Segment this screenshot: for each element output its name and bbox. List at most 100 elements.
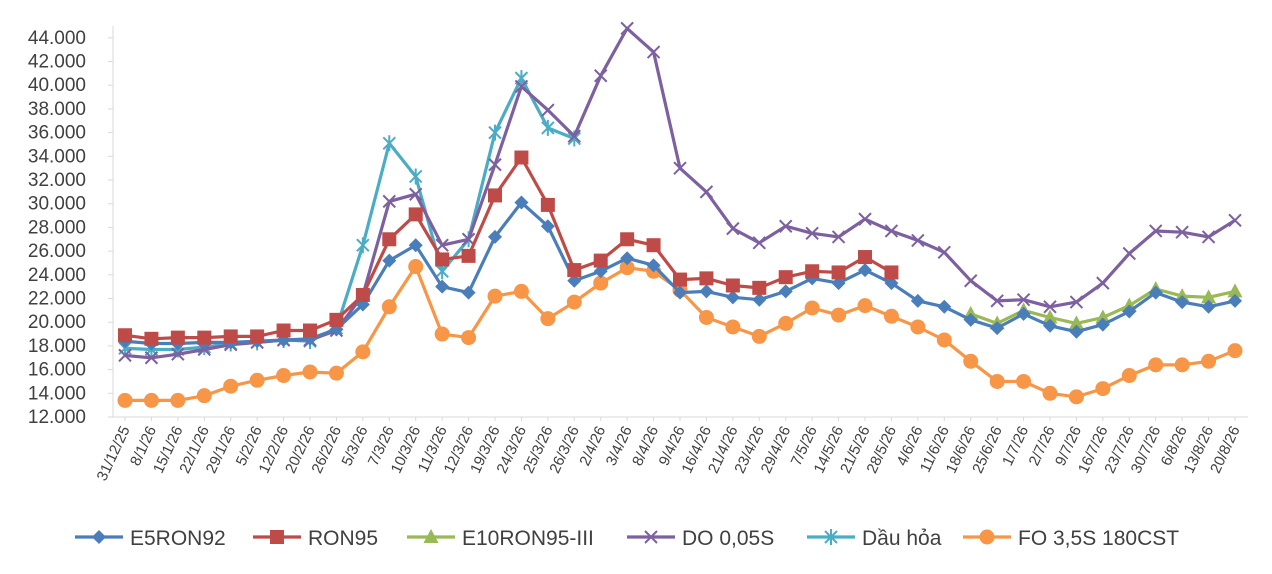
data-point-fo-3-5s-180cst <box>1227 343 1243 359</box>
legend-label: FO 3,5S 180CST <box>1018 527 1179 550</box>
legend: E5RON92 RON95 E10RON95-III DO 0,05S Dầu hỏa F… <box>75 527 1179 550</box>
data-point-fo-3-5s-180cst <box>408 259 424 275</box>
data-point-ron95 <box>646 238 661 253</box>
data-point-ron95 <box>831 265 846 280</box>
data-point-do-0-05s <box>435 238 449 252</box>
data-point-fo-3-5s-180cst <box>778 315 794 331</box>
data-point-e5ron92 <box>620 251 635 266</box>
data-point-ron95 <box>540 197 555 212</box>
data-point-e5ron92 <box>699 284 714 299</box>
data-point-ron95 <box>435 252 450 267</box>
data-point-ron95 <box>144 331 159 346</box>
data-point-d-u-h-a <box>488 124 502 141</box>
data-point-e5ron92 <box>1228 293 1242 308</box>
data-point-do-0-05s <box>1016 292 1031 307</box>
data-point-fo-3-5s-180cst <box>302 364 318 380</box>
data-point-ron95 <box>382 232 397 247</box>
data-point-e5ron92 <box>1201 299 1216 314</box>
data-point-do-0-05s <box>1122 246 1136 261</box>
y-tick-label: 16.000 <box>28 360 86 381</box>
series-layer <box>117 21 1243 408</box>
data-point-fo-3-5s-180cst <box>989 373 1005 389</box>
data-point-e5ron92 <box>382 253 397 268</box>
data-point-fo-3-5s-180cst <box>196 388 212 404</box>
legend-label: DO 0,05S <box>682 527 774 550</box>
data-point-do-0-05s <box>911 233 925 248</box>
series-do-0-05s <box>118 21 1242 365</box>
data-point-do-0-05s <box>541 103 555 117</box>
data-point-do-0-05s <box>514 79 529 94</box>
data-point-fo-3-5s-180cst <box>751 328 767 344</box>
data-point-fo-3-5s-180cst <box>831 307 847 323</box>
data-point-e5ron92 <box>488 229 502 244</box>
data-point-ron95 <box>884 265 899 280</box>
data-point-e10ron95-iii <box>1095 309 1111 324</box>
data-point-e5ron92 <box>858 263 872 278</box>
data-point-fo-3-5s-180cst <box>963 353 979 369</box>
data-point-do-0-05s <box>646 45 661 59</box>
data-point-do-0-05s <box>990 294 1004 308</box>
legend-swatch-marker <box>92 530 106 544</box>
legend-item-fo-3-5s-180cst: FO 3,5S 180CST <box>963 527 1179 550</box>
data-point-ron95 <box>276 323 291 338</box>
y-tick-label: 14.000 <box>28 383 86 404</box>
y-tick-label: 40.000 <box>28 75 86 96</box>
data-point-fo-3-5s-180cst <box>1042 385 1058 401</box>
data-point-fo-3-5s-180cst <box>725 319 741 335</box>
y-tick-label: 42.000 <box>28 52 86 73</box>
data-point-fo-3-5s-180cst <box>1095 381 1111 397</box>
data-point-do-0-05s <box>197 342 211 357</box>
y-tick-label: 32.000 <box>28 170 86 191</box>
data-point-fo-3-5s-180cst <box>698 309 714 325</box>
y-tick-label: 38.000 <box>28 99 86 120</box>
data-point-e5ron92 <box>461 285 476 300</box>
data-point-ron95 <box>567 263 582 278</box>
data-point-fo-3-5s-180cst <box>461 330 477 346</box>
data-point-do-0-05s <box>1201 230 1216 244</box>
legend-swatch-marker <box>979 529 995 545</box>
data-point-e5ron92 <box>1095 317 1110 332</box>
legend-item-do-0-05s: DO 0,05S <box>627 527 774 550</box>
data-point-ron95 <box>752 280 767 295</box>
data-point-e5ron92 <box>435 279 450 294</box>
data-point-do-0-05s <box>1096 276 1110 290</box>
data-point-e5ron92 <box>567 273 582 288</box>
series-ron95 <box>118 150 899 346</box>
data-point-fo-3-5s-180cst <box>1121 368 1137 384</box>
legend-item-d-u-h-a: Dầu hỏa <box>807 527 942 550</box>
data-point-ron95 <box>488 188 502 203</box>
data-point-do-0-05s <box>488 157 502 172</box>
x-tick-labels: 31/12/258/1/2615/1/2622/1/2629/1/265/2/2… <box>94 417 1244 484</box>
legend-label: RON95 <box>308 527 378 550</box>
data-point-do-0-05s <box>673 161 687 175</box>
data-point-ron95 <box>303 323 317 338</box>
data-point-d-u-h-a <box>514 70 529 87</box>
data-point-ron95 <box>408 207 423 222</box>
data-point-e5ron92 <box>593 264 608 279</box>
data-point-fo-3-5s-180cst <box>593 275 609 291</box>
data-point-do-0-05s <box>382 194 396 209</box>
legend-swatch-marker <box>270 530 284 544</box>
y-tick-label: 24.000 <box>28 265 86 286</box>
data-point-do-0-05s <box>699 185 714 199</box>
legend-swatch-marker <box>824 529 838 545</box>
data-point-e5ron92 <box>990 321 1005 336</box>
data-point-d-u-h-a <box>409 168 423 185</box>
data-point-fo-3-5s-180cst <box>355 344 371 360</box>
data-point-ron95 <box>355 287 370 302</box>
y-tick-label: 22.000 <box>28 289 86 310</box>
data-point-fo-3-5s-180cst <box>1016 373 1032 389</box>
data-point-d-u-h-a <box>382 135 396 152</box>
data-point-fo-3-5s-180cst <box>1068 389 1084 405</box>
data-point-do-0-05s <box>118 348 132 363</box>
y-tick-label: 36.000 <box>28 123 86 144</box>
legend-label: E5RON92 <box>130 527 226 550</box>
data-point-fo-3-5s-180cst <box>804 300 820 316</box>
legend-swatch-marker <box>644 530 658 544</box>
data-point-e10ron95-iii <box>1068 315 1084 330</box>
y-tick-label: 28.000 <box>28 217 86 238</box>
legend-label: Dầu hỏa <box>862 527 942 550</box>
